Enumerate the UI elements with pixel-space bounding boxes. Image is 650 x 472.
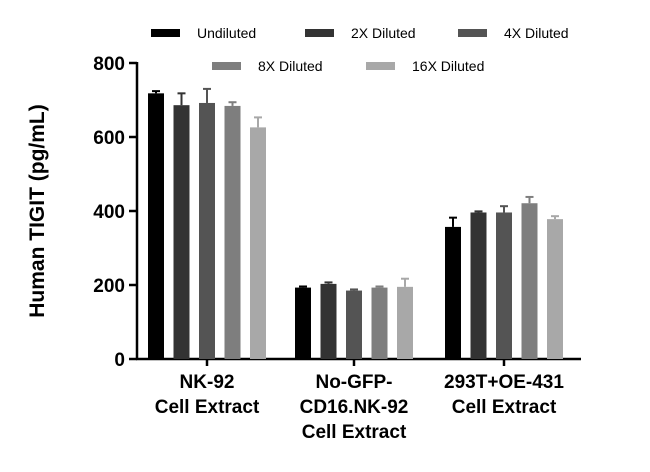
y-tick-label: 0 [114,350,125,371]
bar [521,203,538,359]
legend-label: 16X Diluted [412,58,484,74]
bar [397,286,413,359]
bar [173,105,190,360]
y-tick-label: 600 [93,128,125,149]
x-axis: NK-92 Cell Extract No-GFP-CD16.NK-92 Cell E… [136,357,581,443]
x-category-label: NK-92 Cell Extract [155,372,260,418]
bar [320,283,337,359]
y-tick-label: 400 [93,202,125,223]
legend-swatch [366,62,395,70]
legend-swatch [212,62,241,70]
bar [371,287,388,359]
bar [199,102,215,360]
legend-swatch [305,29,334,37]
bar [346,290,362,359]
legend-swatch [458,29,487,37]
legend-label: 8X Diluted [258,58,323,74]
bar [224,105,241,359]
legend: Undiluted 2X Diluted 4X Diluted 8X Diluted 1… [151,25,569,74]
bar [470,212,487,359]
y-axis-title: Human TIGIT (pg/mL) [26,104,49,317]
legend-item: 4X Diluted [458,25,569,41]
legend-item: 8X Diluted [212,58,323,74]
y-tick-label: 200 [93,276,125,297]
legend-item: 16X Diluted [366,58,484,74]
bars [148,87,563,360]
y-axis: 0 200 400 600 800 [93,54,139,371]
y-tick-label: 800 [93,54,125,75]
bar [148,93,164,359]
legend-label: 4X Diluted [504,25,569,41]
legend-item: 2X Diluted [305,25,416,41]
legend-swatch [151,29,180,37]
bar [547,219,563,359]
bar [496,212,512,359]
legend-label: Undiluted [197,25,256,41]
legend-item: Undiluted [151,25,256,41]
legend-label: 2X Diluted [351,25,416,41]
bar [295,287,311,359]
bar [445,226,461,359]
x-category-label: No-GFP-CD16.NK-92 Cell Extract [300,372,409,443]
bar [250,127,266,359]
x-category-label: 293T+OE-431 Cell Extract [444,372,564,418]
